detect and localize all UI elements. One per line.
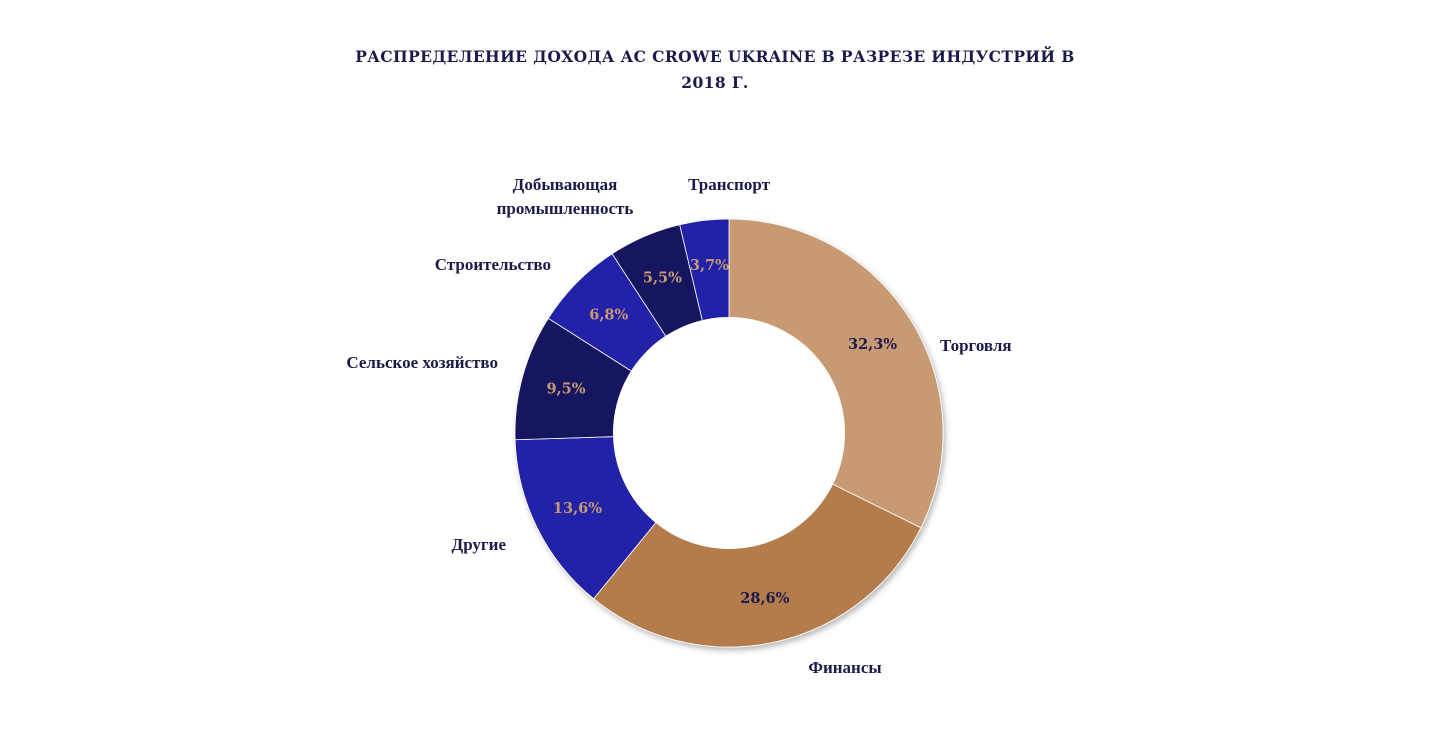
category-label-4: Сельское хозяйство [346, 353, 498, 372]
value-label-6: 5,5% [643, 270, 682, 287]
value-label-3: 13,6% [553, 500, 602, 517]
category-label-2: Финансы [808, 658, 881, 677]
value-label-2: 28,6% [740, 590, 789, 607]
category-label-7: Транспорт [688, 175, 771, 194]
category-label-3: Другие [452, 535, 507, 554]
value-label-7: 3,7% [690, 257, 729, 274]
category-label-1: Торговля [940, 336, 1012, 355]
category-labels: Торговля Финансы Другие Сельское хозяйство С… [346, 175, 1011, 677]
category-label-5: Строительство [435, 255, 551, 274]
value-label-1: 32,3% [848, 336, 897, 353]
value-label-4: 9,5% [546, 380, 585, 397]
value-labels: 32,3% 28,6% 13,6% 9,5% 6,8% 5,5% 3,7% [546, 257, 897, 607]
value-label-5: 6,8% [589, 306, 628, 323]
donut-hole [613, 317, 845, 549]
category-label-6: Добывающая промышленность [497, 175, 634, 218]
chart-title: РАСПРЕДЕЛЕНИЕ ДОХОДА АС CROWE UKRAINE В … [355, 47, 1075, 92]
